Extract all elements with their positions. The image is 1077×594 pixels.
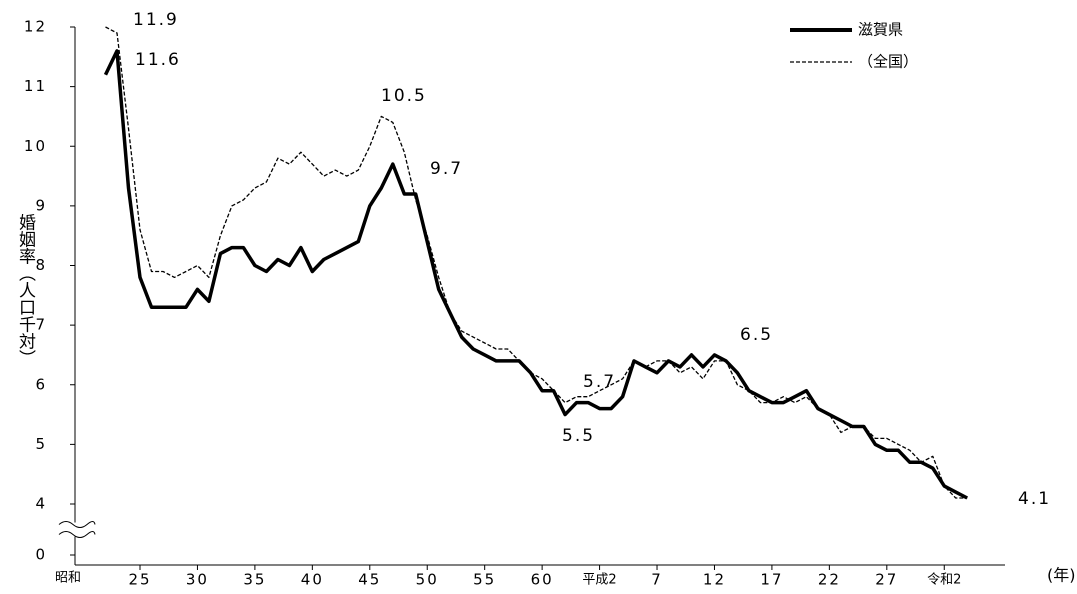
y-tick-label: 11 bbox=[24, 77, 47, 95]
x-tick-label: 7 bbox=[651, 571, 663, 589]
annotation: 6.5 bbox=[740, 325, 773, 345]
annotation: 11.9 bbox=[133, 10, 179, 30]
x-tick-label: 55 bbox=[473, 571, 496, 589]
x-tick-label: 40 bbox=[301, 571, 324, 589]
x-tick-label: 27 bbox=[875, 571, 898, 589]
y-tick-label: 10 bbox=[24, 137, 47, 155]
annotation: 4.1 bbox=[1018, 489, 1051, 509]
x-tick-label: 35 bbox=[243, 571, 266, 589]
x-tick-label: 令和2 bbox=[927, 573, 961, 588]
annotation: 9.7 bbox=[430, 159, 463, 179]
x-tick-label: 平成2 bbox=[582, 573, 616, 588]
x-tick-label: 12 bbox=[703, 571, 726, 589]
x-axis-label: (年) bbox=[1047, 566, 1076, 585]
axis-break bbox=[61, 522, 89, 537]
x-tick-label: 17 bbox=[760, 571, 783, 589]
x-tick-label: 45 bbox=[358, 571, 381, 589]
x-tick-label: 22 bbox=[818, 571, 841, 589]
y-tick-label: 6 bbox=[35, 375, 47, 393]
annotation: 10.5 bbox=[381, 86, 427, 106]
axis-break bbox=[58, 521, 96, 528]
x-tick-label: 50 bbox=[416, 571, 439, 589]
x-era-label: 昭和 bbox=[55, 571, 81, 586]
y-tick-label: 4 bbox=[35, 495, 47, 513]
annotation: 5.7 bbox=[583, 372, 616, 392]
series-line bbox=[103, 49, 968, 500]
x-tick-label: 60 bbox=[531, 571, 554, 589]
y-tick-label: 7 bbox=[35, 316, 47, 334]
y-tick-label: 9 bbox=[35, 196, 47, 214]
annotation: 11.6 bbox=[135, 50, 181, 70]
y-tick-label: 5 bbox=[35, 435, 47, 453]
y-tick-label: 12 bbox=[24, 18, 47, 36]
x-tick-label: 25 bbox=[128, 571, 151, 589]
y-tick-label: 0 bbox=[35, 546, 47, 564]
legend-label: （全国） bbox=[858, 53, 918, 71]
x-tick-label: 30 bbox=[186, 571, 209, 589]
series-line bbox=[105, 26, 968, 499]
y-tick-label: 8 bbox=[35, 256, 47, 274]
axis-break bbox=[58, 531, 96, 538]
y-axis-label: 婚姻率（人口千対） bbox=[15, 213, 36, 366]
legend-label: 滋賀県 bbox=[858, 21, 903, 39]
annotation: 5.5 bbox=[562, 426, 595, 446]
